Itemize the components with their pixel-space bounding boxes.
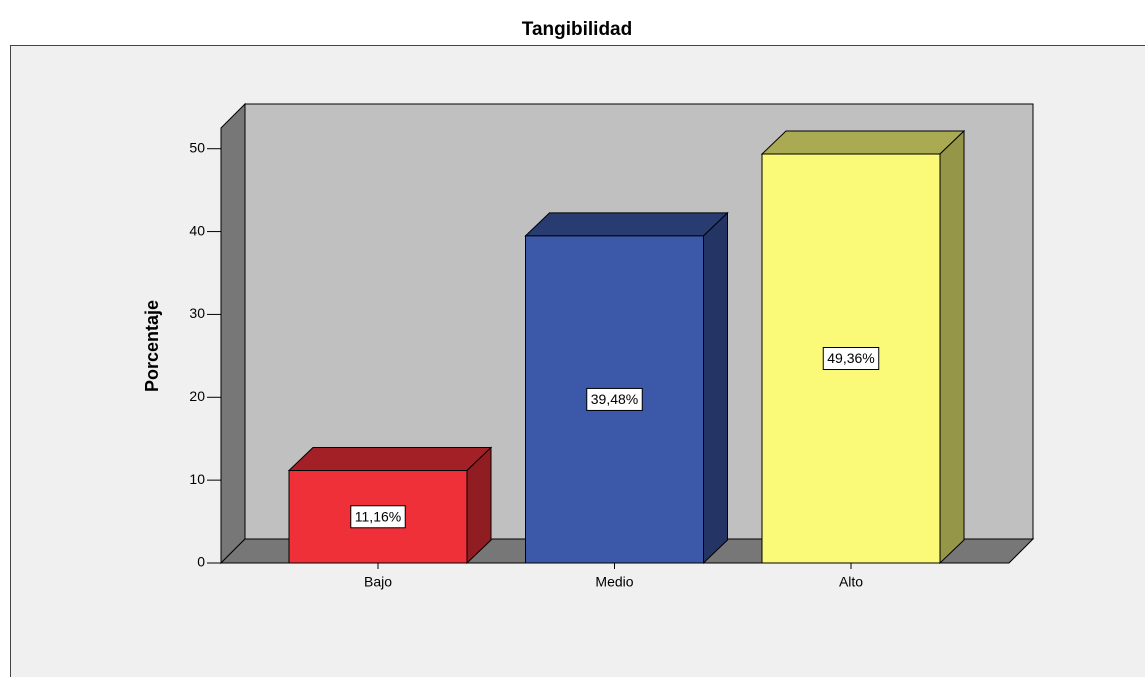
bar-top — [287, 447, 493, 472]
left-wall — [220, 102, 246, 565]
plot-frame — [10, 45, 1145, 677]
value-label-box — [586, 387, 643, 411]
value-label: 49,36% — [827, 350, 874, 366]
y-tick-label: 20 — [189, 388, 205, 404]
bar-top — [524, 212, 729, 237]
y-tick-label: 0 — [197, 554, 205, 570]
value-label-box — [350, 505, 406, 529]
y-tick-label: 10 — [189, 471, 205, 487]
bar-side — [703, 211, 728, 565]
y-tick-label: 40 — [189, 222, 205, 238]
x-tick-label: Alto — [839, 574, 863, 590]
chart-title: Tangibilidad — [522, 19, 632, 40]
bar-top — [760, 130, 966, 155]
x-tick-label: Medio — [595, 574, 633, 590]
y-tick-label: 30 — [189, 305, 205, 321]
x-tick-label: Bajo — [364, 574, 392, 590]
y-axis-label: Porcentaje — [142, 300, 162, 392]
y-tick-label: 50 — [189, 139, 205, 155]
bar-side — [939, 129, 965, 565]
value-label-box — [822, 347, 880, 371]
value-label: 39,48% — [591, 391, 638, 407]
value-label: 11,16% — [355, 508, 401, 524]
